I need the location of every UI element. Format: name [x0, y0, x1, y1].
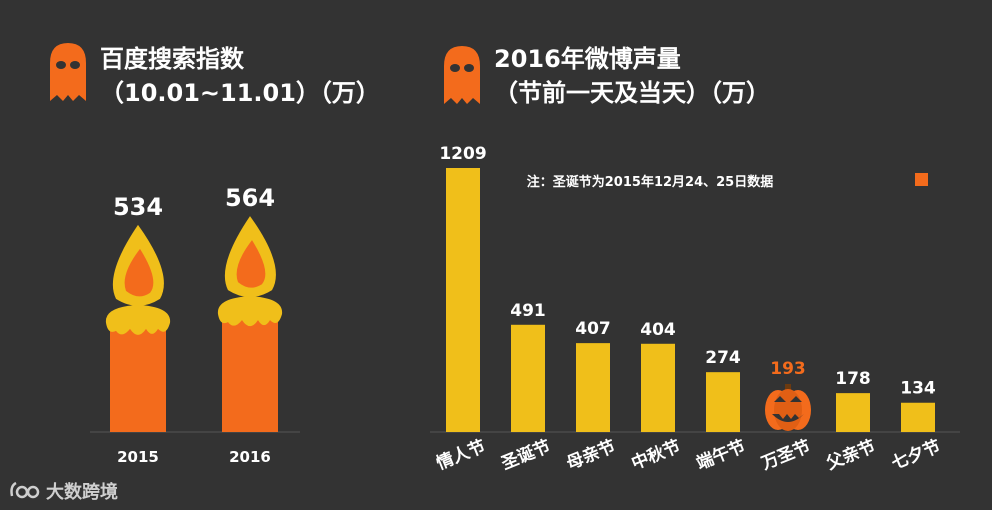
bar [706, 372, 740, 432]
bar [576, 343, 610, 432]
pumpkin-mouth [772, 414, 804, 422]
weibo-bar-chart: 1209情人节491圣诞节407母亲节404中秋节274端午节193万圣节178… [430, 144, 960, 475]
bar-value-label: 491 [510, 301, 546, 321]
right-chart-title: 2016年微博声量 （节前一天及当天）（万） [494, 42, 770, 110]
bar-category-label: 七夕节 [888, 436, 943, 475]
bar-group: 407 母亲节 [563, 319, 618, 474]
candle-wax [105, 304, 171, 335]
bar-value-label: 193 [770, 359, 806, 379]
bar-group: 134 七夕节 [888, 379, 943, 474]
bar-group: 1209 情人节 [433, 144, 488, 474]
bar-category-label: 圣诞节 [498, 436, 553, 475]
candle: 534 2015 [105, 193, 171, 466]
bar-value-label: 407 [575, 319, 611, 339]
flame-inner [236, 240, 266, 288]
logo-icon [10, 481, 40, 499]
bar-category-label: 万圣节 [757, 436, 813, 475]
bar [511, 324, 545, 432]
chart-note: 注：圣诞节为2015年12月24、25日数据 [527, 173, 928, 190]
right-title-line2: （节前一天及当天）（万） [494, 79, 770, 107]
bar-category-label: 端午节 [693, 436, 748, 475]
bar-category-label: 母亲节 [563, 436, 618, 475]
bar-group: 178 父亲节 [822, 369, 878, 474]
candle: 564 2016 [217, 184, 283, 466]
bar [446, 168, 480, 432]
watermark: 大数跨境 [8, 478, 118, 504]
pumpkin-lobe [774, 389, 802, 431]
bar-value-label: 178 [835, 369, 871, 389]
watermark-text: 大数跨境 [46, 482, 118, 503]
chart-note-text: 注：圣诞节为2015年12月24、25日数据 [527, 174, 773, 190]
ghost-icon [440, 44, 484, 106]
bar-value-label: 274 [705, 348, 741, 368]
ghost-icon [46, 41, 90, 103]
bar-value-label: 134 [900, 379, 936, 399]
bar [836, 393, 870, 432]
candle-value-label: 564 [225, 184, 275, 212]
bar-group: 274 端午节 [693, 348, 748, 474]
pumpkin-icon [765, 384, 811, 431]
bar-value-label: 1209 [439, 144, 486, 164]
left-chart-title: 百度搜索指数 （10.01~11.01）（万） [100, 42, 380, 110]
flame-inner [124, 248, 154, 297]
candle-bar [222, 312, 278, 432]
bar-category-label: 父亲节 [822, 436, 878, 475]
candle-category-label: 2015 [117, 448, 159, 466]
bar-group: 193 万圣节 [757, 359, 813, 475]
pumpkin-eyes [774, 396, 802, 402]
left-title-line1: 百度搜索指数 [100, 45, 244, 73]
left-title-line2: （10.01~11.01）（万） [100, 79, 380, 107]
candle-category-label: 2016 [229, 448, 271, 466]
bar-value-label: 404 [640, 320, 676, 340]
candle-bar [110, 320, 166, 432]
bar-group: 491 圣诞节 [498, 301, 553, 474]
candle-wax [217, 296, 283, 327]
bar [641, 343, 675, 432]
candle-value-label: 534 [113, 193, 163, 221]
candle-chart: 534 2015 564 2016 [90, 184, 300, 466]
bar-group: 404 中秋节 [628, 320, 683, 474]
square-marker-icon [915, 173, 928, 186]
pumpkin-stem [785, 384, 791, 392]
bar [901, 402, 935, 432]
right-title-line1: 2016年微博声量 [494, 45, 681, 73]
bar-category-label: 中秋节 [628, 436, 683, 475]
bar-category-label: 情人节 [433, 436, 488, 475]
